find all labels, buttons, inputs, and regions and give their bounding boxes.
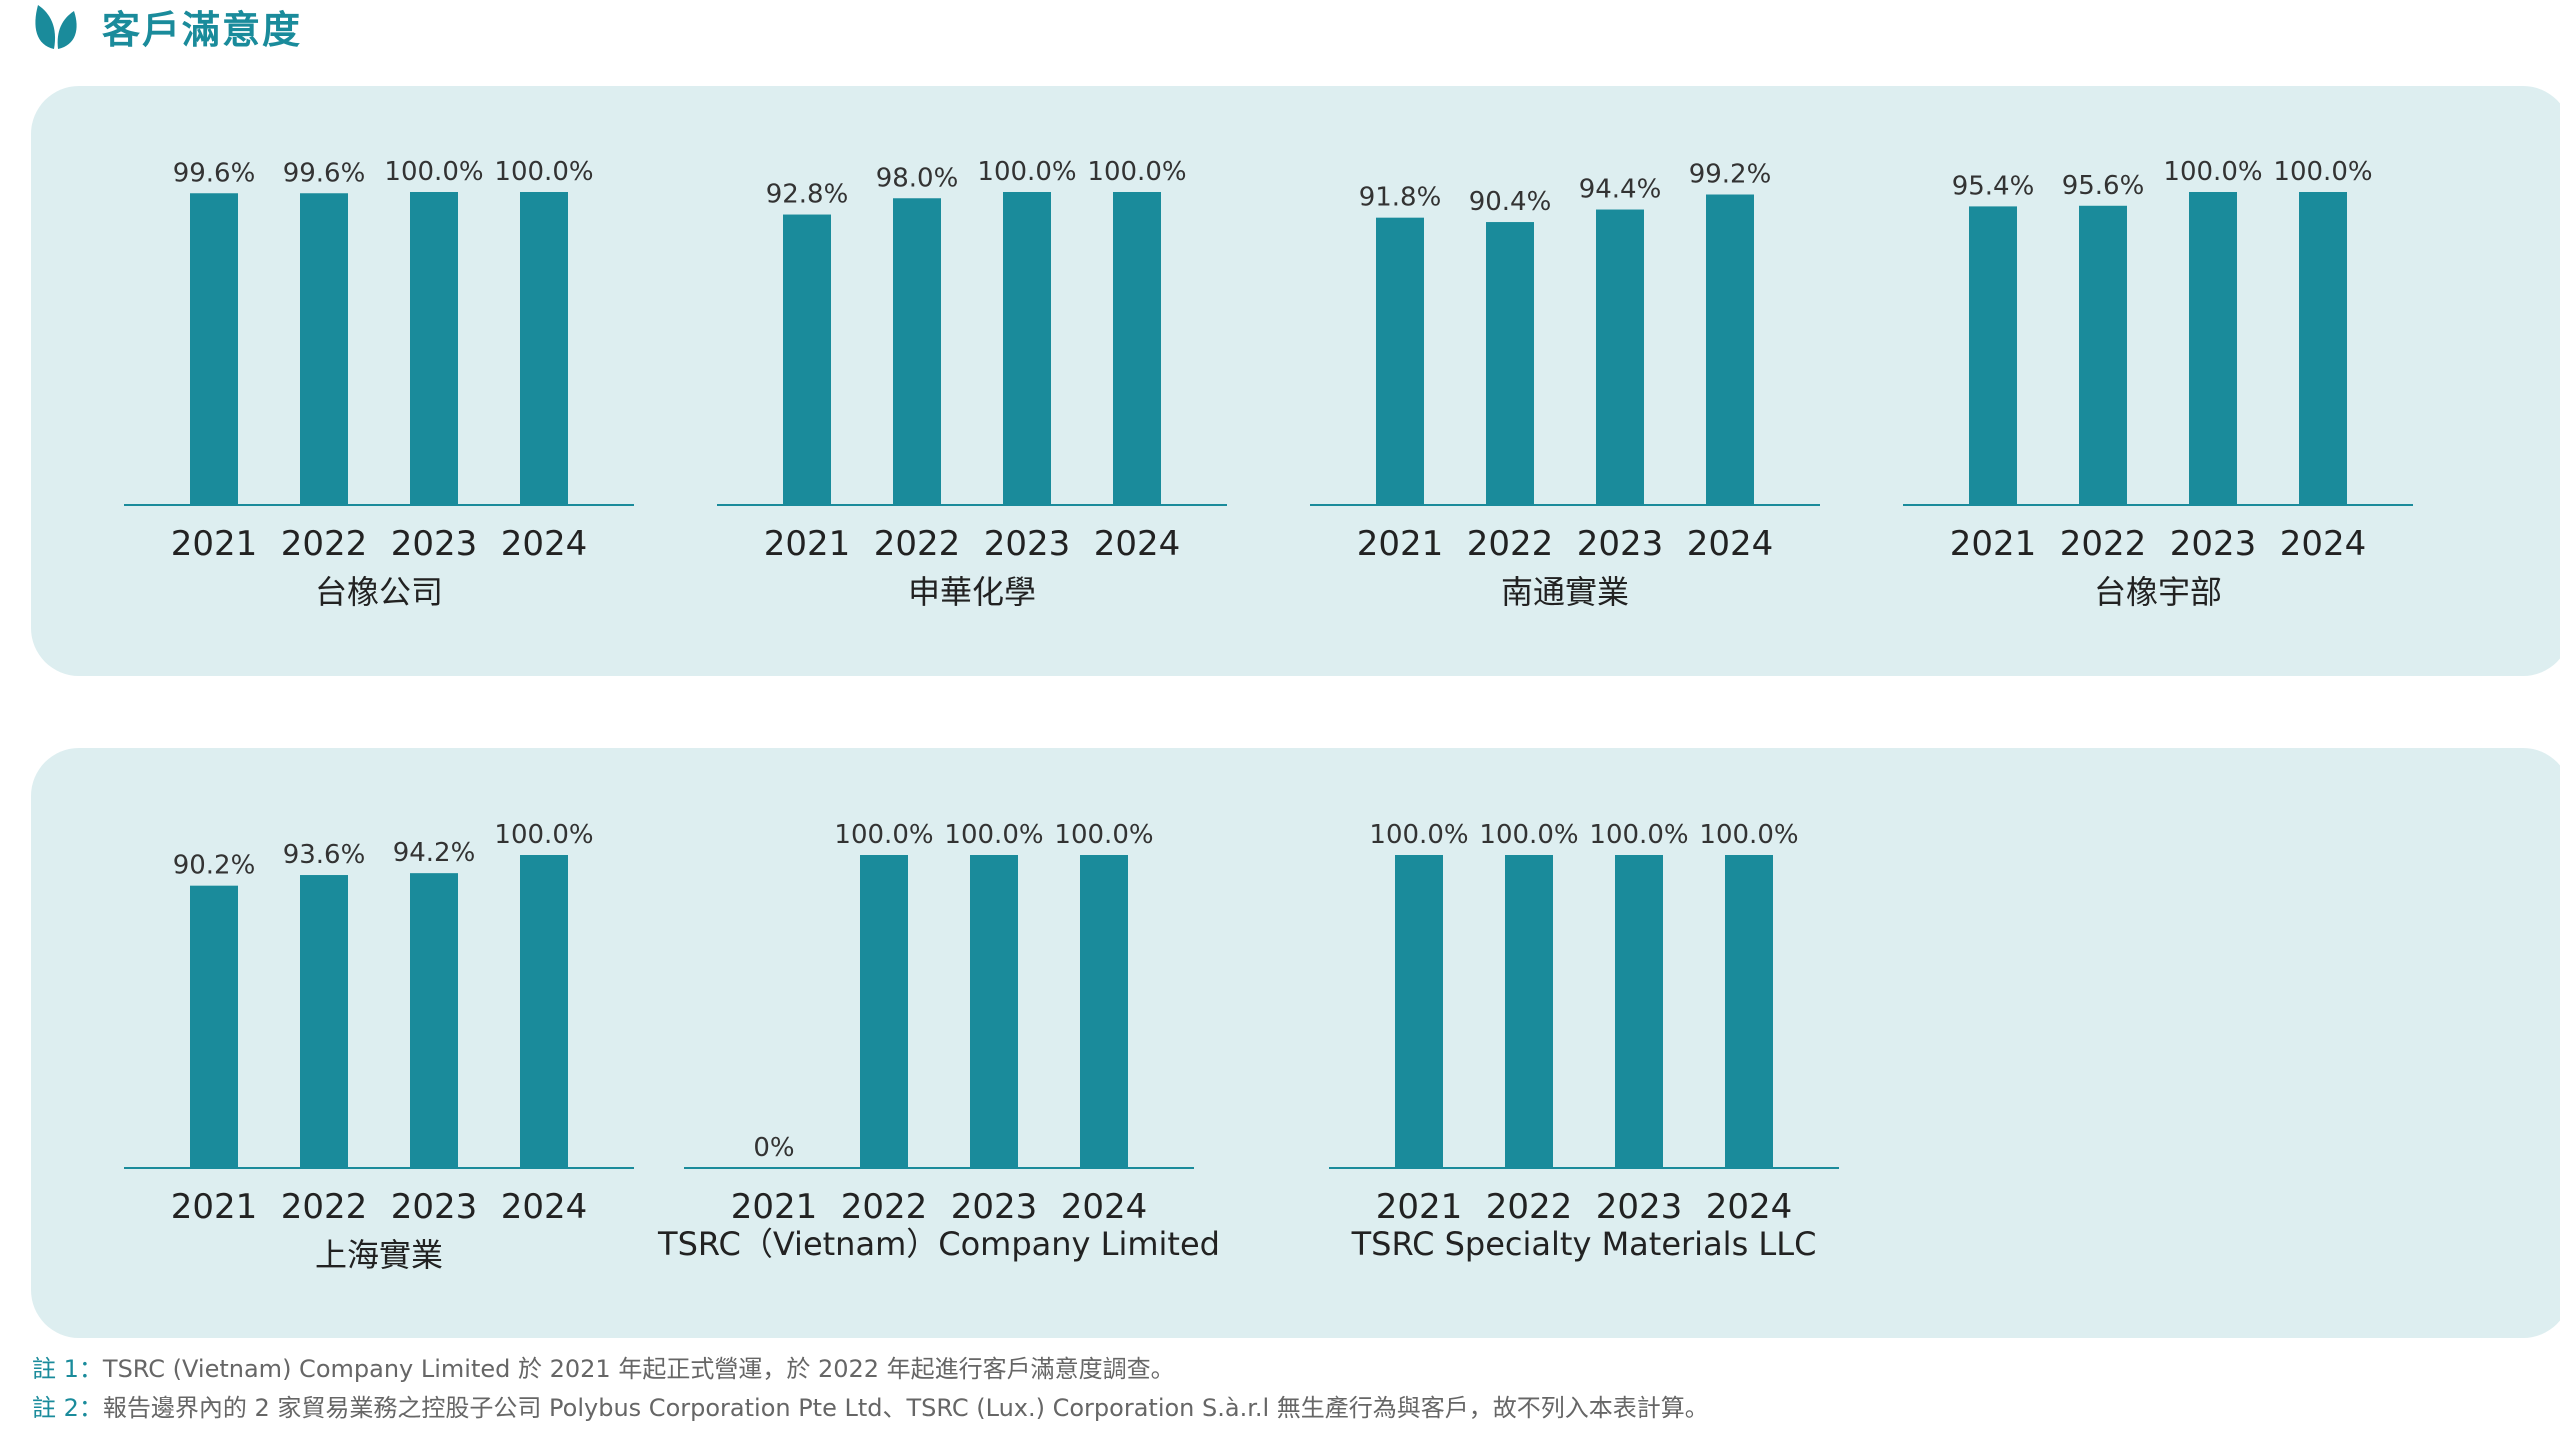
chart-2-bar-2024 [1113, 192, 1161, 505]
chart-2-data-label-2023: 100.0% [977, 157, 1076, 187]
page-title: 客戶滿意度 [102, 7, 303, 52]
chart-6-data-label-2021: 0% [753, 1133, 794, 1163]
chart-5-data-label-2024: 100.0% [494, 820, 593, 850]
chart-7-bar-2023 [1615, 855, 1663, 1168]
chart-2-tick-2023: 2023 [984, 524, 1071, 564]
chart-1-data-label-2021: 99.6% [173, 158, 256, 188]
chart-1-bar-2021 [190, 193, 238, 505]
chart-7-bar-2021 [1395, 855, 1443, 1168]
chart-1-tick-2023: 2023 [391, 524, 478, 564]
chart-6-tick-2022: 2022 [841, 1187, 928, 1227]
chart-1-bar-2022 [300, 193, 348, 505]
chart-1-company-name: 台橡公司 [315, 573, 443, 611]
chart-6-data-label-2022: 100.0% [834, 820, 933, 850]
chart-2-tick-2021: 2021 [764, 524, 851, 564]
chart-6-tick-2024: 2024 [1061, 1187, 1148, 1227]
chart-2-bar-2022 [893, 198, 941, 505]
chart-4-tick-2022: 2022 [2060, 524, 2147, 564]
chart-2-bar-2023 [1003, 192, 1051, 505]
chart-6-data-label-2024: 100.0% [1054, 820, 1153, 850]
chart-4-company-name: 台橡宇部 [2094, 573, 2222, 611]
chart-7-data-label-2023: 100.0% [1589, 820, 1688, 850]
chart-1-tick-2022: 2022 [281, 524, 368, 564]
chart-6-bar-2024 [1080, 855, 1128, 1168]
chart-3-bar-2024 [1706, 194, 1754, 505]
chart-7-bar-2022 [1505, 855, 1553, 1168]
footnote-1: 註 1：TSRC (Vietnam) Company Limited 於 202… [32, 1355, 1175, 1383]
chart-3-data-label-2021: 91.8% [1359, 183, 1442, 213]
chart-1-data-label-2024: 100.0% [494, 157, 593, 187]
chart-2-data-label-2024: 100.0% [1087, 157, 1186, 187]
chart-1-data-label-2023: 100.0% [384, 157, 483, 187]
chart-4-data-label-2021: 95.4% [1952, 171, 2035, 201]
chart-7-data-label-2021: 100.0% [1369, 820, 1468, 850]
chart-5-bar-2023 [410, 873, 458, 1168]
chart-1-tick-2024: 2024 [501, 524, 588, 564]
chart-7-tick-2022: 2022 [1486, 1187, 1573, 1227]
chart-3-tick-2022: 2022 [1467, 524, 1554, 564]
chart-2-tick-2022: 2022 [874, 524, 961, 564]
chart-7-tick-2024: 2024 [1706, 1187, 1793, 1227]
footnote-2: 註 2：報告邊界內的 2 家貿易業務之控股子公司 Polybus Corpora… [32, 1394, 1709, 1422]
chart-7-company-name: TSRC Specialty Materials LLC [1351, 1225, 1817, 1263]
chart-5-bar-2024 [520, 855, 568, 1168]
chart-5-tick-2022: 2022 [281, 1187, 368, 1227]
chart-5-company-name: 上海實業 [315, 1236, 443, 1274]
chart-4-data-label-2023: 100.0% [2163, 157, 2262, 187]
chart-3-tick-2021: 2021 [1357, 524, 1444, 564]
chart-3-tick-2023: 2023 [1577, 524, 1664, 564]
chart-4-bar-2023 [2189, 192, 2237, 505]
chart-4-bar-2022 [2079, 205, 2127, 505]
chart-4-data-label-2022: 95.6% [2062, 171, 2145, 201]
chart-4-tick-2024: 2024 [2280, 524, 2367, 564]
chart-6-bar-2022 [860, 855, 908, 1168]
chart-7-tick-2023: 2023 [1596, 1187, 1683, 1227]
chart-7-bar-2024 [1725, 855, 1773, 1168]
chart-7-data-label-2022: 100.0% [1479, 820, 1578, 850]
chart-5-tick-2021: 2021 [171, 1187, 258, 1227]
chart-3-bar-2021 [1376, 217, 1424, 505]
chart-5-tick-2024: 2024 [501, 1187, 588, 1227]
chart-3-bar-2022 [1486, 222, 1534, 505]
chart-3-data-label-2024: 99.2% [1689, 160, 1772, 190]
chart-1-tick-2021: 2021 [171, 524, 258, 564]
chart-7-data-label-2024: 100.0% [1699, 820, 1798, 850]
chart-5-tick-2023: 2023 [391, 1187, 478, 1227]
chart-5-bar-2021 [190, 885, 238, 1168]
chart-6-data-label-2023: 100.0% [944, 820, 1043, 850]
chart-6-company-name: TSRC（Vietnam）Company Limited [657, 1225, 1220, 1263]
leaf-icon [35, 5, 77, 49]
chart-5-data-label-2021: 90.2% [173, 851, 256, 881]
chart-4-data-label-2024: 100.0% [2273, 157, 2372, 187]
chart-5-bar-2022 [300, 875, 348, 1168]
chart-7-tick-2021: 2021 [1376, 1187, 1463, 1227]
chart-2-data-label-2022: 98.0% [876, 163, 959, 193]
chart-2-tick-2024: 2024 [1094, 524, 1181, 564]
footnotes: 註 1：TSRC (Vietnam) Company Limited 於 202… [32, 1350, 1709, 1428]
chart-1-bar-2024 [520, 192, 568, 505]
chart-2-data-label-2021: 92.8% [766, 180, 849, 210]
chart-3-bar-2023 [1596, 209, 1644, 505]
page-header: 客戶滿意度 [30, 0, 302, 52]
chart-4-bar-2021 [1969, 206, 2017, 505]
chart-5-data-label-2023: 94.2% [393, 838, 476, 868]
chart-3-company-name: 南通實業 [1501, 573, 1629, 611]
chart-5-data-label-2022: 93.6% [283, 840, 366, 870]
chart-3-data-label-2023: 94.4% [1579, 175, 1662, 205]
chart-2-bar-2021 [783, 214, 831, 505]
chart-3-data-label-2022: 90.4% [1469, 187, 1552, 217]
chart-6-tick-2021: 2021 [731, 1187, 818, 1227]
chart-4-bar-2024 [2299, 192, 2347, 505]
chart-2-company-name: 申華化學 [908, 573, 1036, 611]
chart-4-tick-2023: 2023 [2170, 524, 2257, 564]
chart-6-tick-2023: 2023 [951, 1187, 1038, 1227]
chart-1-data-label-2022: 99.6% [283, 158, 366, 188]
chart-3-tick-2024: 2024 [1687, 524, 1774, 564]
chart-1-bar-2023 [410, 192, 458, 505]
chart-4-tick-2021: 2021 [1950, 524, 2037, 564]
chart-6-bar-2023 [970, 855, 1018, 1168]
